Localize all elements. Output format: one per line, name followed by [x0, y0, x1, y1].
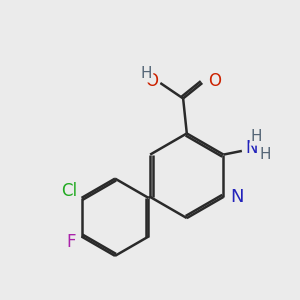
Text: H: H [259, 147, 271, 162]
Text: H: H [251, 129, 262, 144]
Text: Cl: Cl [61, 182, 77, 200]
Text: F: F [67, 233, 76, 251]
Text: N: N [245, 139, 258, 157]
Text: O: O [146, 72, 158, 90]
Text: O: O [208, 72, 221, 90]
Text: N: N [230, 188, 244, 206]
Text: H: H [141, 66, 152, 81]
